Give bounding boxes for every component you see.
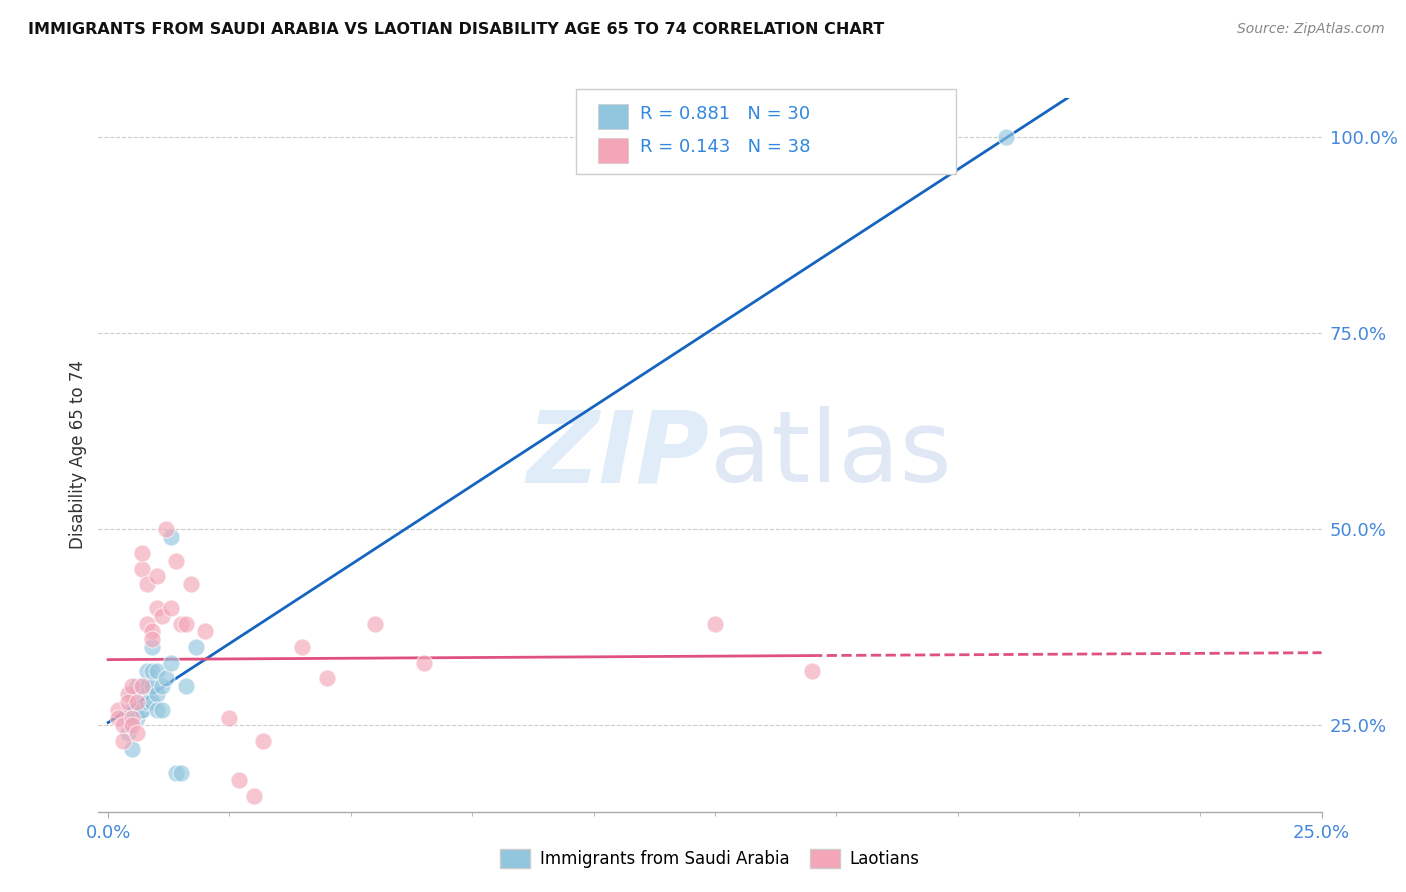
Text: R = 0.881   N = 30: R = 0.881 N = 30 xyxy=(640,105,810,123)
Point xyxy=(131,703,153,717)
Point xyxy=(127,679,149,693)
Point xyxy=(252,734,274,748)
Point xyxy=(155,672,177,686)
Point xyxy=(291,640,314,654)
Point xyxy=(141,632,163,647)
Point xyxy=(160,530,183,544)
Point xyxy=(121,687,143,701)
Text: atlas: atlas xyxy=(710,407,952,503)
Point xyxy=(184,640,207,654)
Point xyxy=(131,679,153,693)
Point xyxy=(150,608,173,623)
Point xyxy=(107,703,129,717)
Legend: Immigrants from Saudi Arabia, Laotians: Immigrants from Saudi Arabia, Laotians xyxy=(494,842,927,875)
Point xyxy=(127,695,149,709)
Point xyxy=(150,703,173,717)
Point xyxy=(141,695,163,709)
Point xyxy=(121,718,143,732)
Point xyxy=(145,687,167,701)
Point xyxy=(160,600,183,615)
Point xyxy=(131,679,153,693)
Point xyxy=(111,718,134,732)
Point xyxy=(242,789,264,803)
Point xyxy=(121,703,143,717)
Point xyxy=(218,711,240,725)
Point xyxy=(801,664,824,678)
Text: R = 0.143   N = 38: R = 0.143 N = 38 xyxy=(640,138,810,156)
Point xyxy=(121,711,143,725)
Point xyxy=(117,711,139,725)
Point xyxy=(194,624,217,639)
Point xyxy=(150,679,173,693)
Point xyxy=(165,765,187,780)
Point xyxy=(141,624,163,639)
Point xyxy=(136,664,159,678)
Point xyxy=(995,130,1018,145)
Point xyxy=(121,742,143,756)
Point xyxy=(131,703,153,717)
Point xyxy=(131,561,153,575)
Point xyxy=(412,656,434,670)
Point xyxy=(180,577,202,591)
Point xyxy=(121,679,143,693)
Point xyxy=(703,616,725,631)
Point xyxy=(165,554,187,568)
Point xyxy=(141,679,163,693)
Point xyxy=(117,695,139,709)
Point xyxy=(170,616,193,631)
Point xyxy=(364,616,387,631)
Point xyxy=(174,616,197,631)
Point xyxy=(145,569,167,583)
Point xyxy=(141,640,163,654)
Point xyxy=(127,726,149,740)
Point xyxy=(131,546,153,560)
Point xyxy=(136,679,159,693)
Text: IMMIGRANTS FROM SAUDI ARABIA VS LAOTIAN DISABILITY AGE 65 TO 74 CORRELATION CHAR: IMMIGRANTS FROM SAUDI ARABIA VS LAOTIAN … xyxy=(28,22,884,37)
Point xyxy=(160,656,183,670)
Y-axis label: Disability Age 65 to 74: Disability Age 65 to 74 xyxy=(69,360,87,549)
Text: ZIP: ZIP xyxy=(527,407,710,503)
Point xyxy=(136,577,159,591)
Point xyxy=(107,711,129,725)
Point xyxy=(145,600,167,615)
Point xyxy=(117,687,139,701)
Point xyxy=(136,616,159,631)
Point xyxy=(136,695,159,709)
Point xyxy=(315,672,337,686)
Point xyxy=(141,664,163,678)
Point xyxy=(145,703,167,717)
Point xyxy=(111,734,134,748)
Point xyxy=(228,773,250,788)
Point xyxy=(127,711,149,725)
Point xyxy=(155,523,177,537)
Text: Source: ZipAtlas.com: Source: ZipAtlas.com xyxy=(1237,22,1385,37)
Point xyxy=(145,664,167,678)
Point xyxy=(174,679,197,693)
Point xyxy=(117,726,139,740)
Point xyxy=(170,765,193,780)
